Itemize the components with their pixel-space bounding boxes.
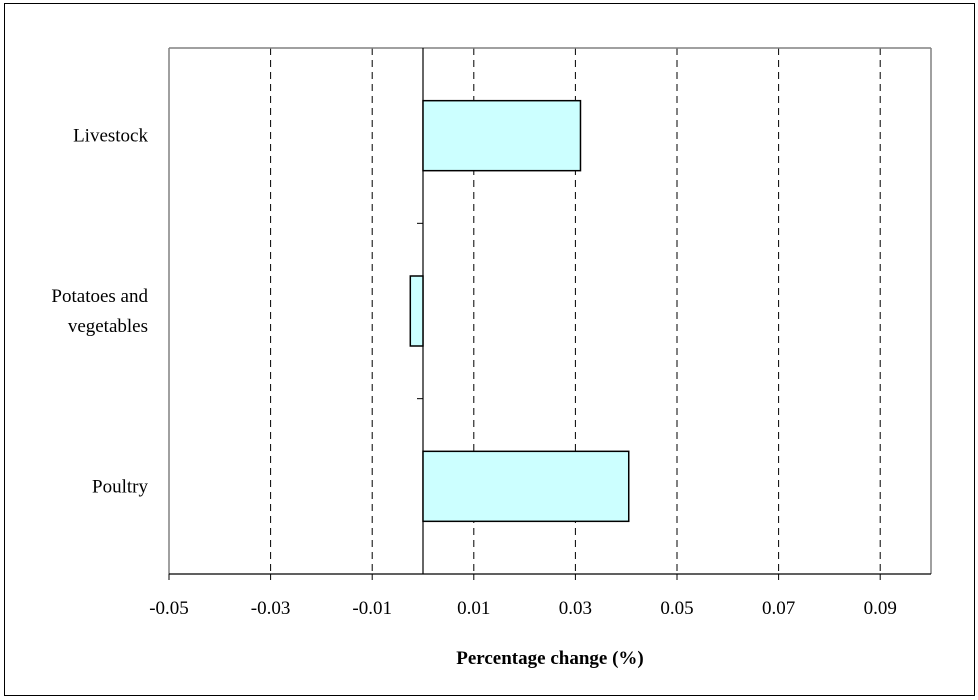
x-tick-label: 0.09	[864, 598, 897, 619]
category-label-line: Poultry	[92, 476, 148, 497]
bar-livestock	[422, 99, 582, 172]
category-label-potatoes-and-vegetables: Potatoes and vegetables	[51, 286, 148, 337]
category-label-line: Potatoes and	[51, 286, 148, 307]
plot-area	[168, 47, 932, 575]
x-tick-label: 0.07	[762, 598, 795, 619]
x-tick-label: 0.03	[559, 598, 592, 619]
x-tick-label: 0.01	[457, 598, 490, 619]
x-tick-label: -0.01	[352, 598, 392, 619]
x-tick-label: -0.05	[149, 598, 189, 619]
bar-chart: -0.05 -0.03 -0.01 0.01 0.03 0.05 0.07 0.09 Live…	[51, 47, 932, 669]
category-label-poultry: Poultry	[92, 476, 148, 497]
x-axis-title: Percentage change (%)	[456, 648, 643, 669]
category-labels: Livestock Potatoes and vegetables Poultry	[51, 126, 148, 498]
bar-poultry	[422, 450, 630, 523]
x-tick-label: 0.05	[660, 598, 693, 619]
category-label-line: Livestock	[73, 126, 148, 147]
category-label-livestock: Livestock	[73, 126, 148, 147]
bar-potatoes-and-vegetables	[409, 275, 424, 347]
chart-frame: -0.05 -0.03 -0.01 0.01 0.03 0.05 0.07 0.09 Live…	[4, 3, 975, 696]
x-axis-ticks: -0.05 -0.03 -0.01 0.01 0.03 0.05 0.07 0.09	[149, 574, 897, 619]
bars	[409, 99, 630, 523]
x-tick-label: -0.03	[251, 598, 291, 619]
category-label-line: vegetables	[68, 316, 148, 337]
